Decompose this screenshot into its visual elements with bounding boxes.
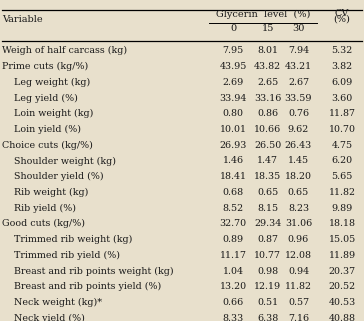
Text: 11.87: 11.87 <box>329 109 356 118</box>
Text: Breast and rib points weight (kg): Breast and rib points weight (kg) <box>14 266 174 276</box>
Text: 33.16: 33.16 <box>254 93 281 102</box>
Text: 0.76: 0.76 <box>288 109 309 118</box>
Text: 10.01: 10.01 <box>219 125 246 134</box>
Text: 20.52: 20.52 <box>329 282 356 291</box>
Text: 11.82: 11.82 <box>329 188 356 197</box>
Text: 13.20: 13.20 <box>219 282 246 291</box>
Text: 2.69: 2.69 <box>222 78 244 87</box>
Text: 7.94: 7.94 <box>288 46 309 55</box>
Text: 0.57: 0.57 <box>288 298 309 307</box>
Text: 0.51: 0.51 <box>257 298 278 307</box>
Text: 0.87: 0.87 <box>257 235 278 244</box>
Text: 0.94: 0.94 <box>288 266 309 275</box>
Text: Variable: Variable <box>2 15 43 24</box>
Text: 18.41: 18.41 <box>219 172 246 181</box>
Text: 0.65: 0.65 <box>288 188 309 197</box>
Text: 15.05: 15.05 <box>329 235 356 244</box>
Text: 6.09: 6.09 <box>332 78 353 87</box>
Text: 2.65: 2.65 <box>257 78 278 87</box>
Text: 0.89: 0.89 <box>222 235 244 244</box>
Text: 1.46: 1.46 <box>222 156 244 165</box>
Text: 0.68: 0.68 <box>222 188 244 197</box>
Text: 10.77: 10.77 <box>254 251 281 260</box>
Text: 8.23: 8.23 <box>288 204 309 213</box>
Text: Trimmed rib yield (%): Trimmed rib yield (%) <box>14 251 120 260</box>
Text: 40.88: 40.88 <box>329 314 356 321</box>
Text: 26.93: 26.93 <box>219 141 247 150</box>
Text: 0.96: 0.96 <box>288 235 309 244</box>
Text: Glycerin  level  (%): Glycerin level (%) <box>215 10 310 19</box>
Text: 7.95: 7.95 <box>222 46 244 55</box>
Text: 10.70: 10.70 <box>329 125 356 134</box>
Text: 43.82: 43.82 <box>254 62 281 71</box>
Text: 12.08: 12.08 <box>285 251 312 260</box>
Text: 43.21: 43.21 <box>285 62 312 71</box>
Text: 11.82: 11.82 <box>285 282 312 291</box>
Text: 8.33: 8.33 <box>222 314 244 321</box>
Text: 8.52: 8.52 <box>222 204 244 213</box>
Text: 9.62: 9.62 <box>288 125 309 134</box>
Text: Shoulder yield (%): Shoulder yield (%) <box>14 172 103 181</box>
Text: 0.98: 0.98 <box>257 266 278 275</box>
Text: 8.01: 8.01 <box>257 46 278 55</box>
Text: 26.50: 26.50 <box>254 141 281 150</box>
Text: Neck yield (%): Neck yield (%) <box>14 314 85 321</box>
Text: (%): (%) <box>334 15 351 24</box>
Text: 6.20: 6.20 <box>332 156 353 165</box>
Text: 11.17: 11.17 <box>219 251 246 260</box>
Text: 0: 0 <box>230 24 236 33</box>
Text: 6.38: 6.38 <box>257 314 278 321</box>
Text: 33.59: 33.59 <box>285 93 312 102</box>
Text: 1.04: 1.04 <box>222 266 244 275</box>
Text: 18.35: 18.35 <box>254 172 281 181</box>
Text: 43.95: 43.95 <box>219 62 247 71</box>
Text: 11.89: 11.89 <box>329 251 356 260</box>
Text: 9.89: 9.89 <box>332 204 353 213</box>
Text: 20.37: 20.37 <box>329 266 356 275</box>
Text: 0.66: 0.66 <box>222 298 244 307</box>
Text: 18.20: 18.20 <box>285 172 312 181</box>
Text: 0.86: 0.86 <box>257 109 278 118</box>
Text: 0.65: 0.65 <box>257 188 278 197</box>
Text: Leg weight (kg): Leg weight (kg) <box>14 78 90 87</box>
Text: 30: 30 <box>292 24 305 33</box>
Text: 1.47: 1.47 <box>257 156 278 165</box>
Text: 8.15: 8.15 <box>257 204 278 213</box>
Text: 15: 15 <box>261 24 274 33</box>
Text: Good cuts (kg/%): Good cuts (kg/%) <box>2 219 85 229</box>
Text: 32.70: 32.70 <box>219 219 246 228</box>
Text: 40.53: 40.53 <box>329 298 356 307</box>
Text: 5.65: 5.65 <box>332 172 353 181</box>
Text: Neck weight (kg)*: Neck weight (kg)* <box>14 298 102 307</box>
Text: Breast and rib points yield (%): Breast and rib points yield (%) <box>14 282 161 291</box>
Text: 26.43: 26.43 <box>285 141 312 150</box>
Text: 31.06: 31.06 <box>285 219 312 228</box>
Text: 33.94: 33.94 <box>219 93 247 102</box>
Text: 5.32: 5.32 <box>332 46 353 55</box>
Text: 7.16: 7.16 <box>288 314 309 321</box>
Text: 1.45: 1.45 <box>288 156 309 165</box>
Text: 10.66: 10.66 <box>254 125 281 134</box>
Text: Weigh of half carcass (kg): Weigh of half carcass (kg) <box>2 46 127 56</box>
Text: Rib yield (%): Rib yield (%) <box>14 204 76 213</box>
Text: 12.19: 12.19 <box>254 282 281 291</box>
Text: Trimmed rib weight (kg): Trimmed rib weight (kg) <box>14 235 132 244</box>
Text: 0.80: 0.80 <box>222 109 244 118</box>
Text: 3.60: 3.60 <box>332 93 353 102</box>
Text: 3.82: 3.82 <box>332 62 353 71</box>
Text: Choice cuts (kg/%): Choice cuts (kg/%) <box>2 141 93 150</box>
Text: 2.67: 2.67 <box>288 78 309 87</box>
Text: Leg yield (%): Leg yield (%) <box>14 93 78 103</box>
Text: Loin weight (kg): Loin weight (kg) <box>14 109 93 118</box>
Text: Rib weight (kg): Rib weight (kg) <box>14 188 88 197</box>
Text: 29.34: 29.34 <box>254 219 281 228</box>
Text: 18.18: 18.18 <box>329 219 356 228</box>
Text: Loin yield (%): Loin yield (%) <box>14 125 81 134</box>
Text: 4.75: 4.75 <box>332 141 353 150</box>
Text: Prime cuts (kg/%): Prime cuts (kg/%) <box>2 62 88 71</box>
Text: CV: CV <box>335 9 349 18</box>
Text: Shoulder weight (kg): Shoulder weight (kg) <box>14 156 116 166</box>
